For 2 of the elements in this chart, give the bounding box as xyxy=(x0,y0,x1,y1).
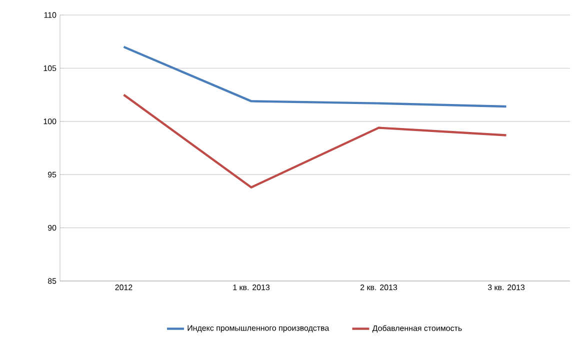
line-series xyxy=(122,46,508,108)
line-series xyxy=(122,94,508,188)
